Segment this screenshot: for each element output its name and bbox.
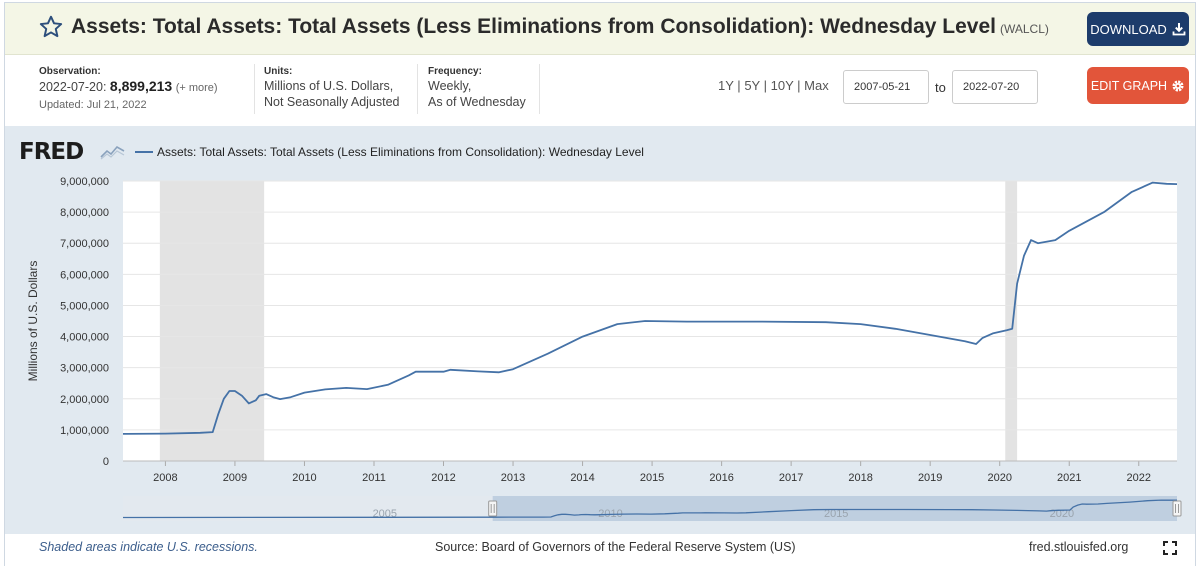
x-tick-label: 2020 bbox=[987, 472, 1011, 484]
frequency-line-2: As of Wednesday bbox=[428, 95, 526, 109]
y-tick-label: 9,000,000 bbox=[60, 176, 109, 188]
updated-date: Updated: Jul 21, 2022 bbox=[39, 99, 147, 111]
y-tick-label: 3,000,000 bbox=[60, 363, 109, 375]
series-line bbox=[122, 181, 1178, 435]
x-tick-label: 2013 bbox=[501, 472, 525, 484]
graph-frame: Assets: Total Assets: Total Assets (Less… bbox=[4, 2, 1196, 567]
star-outline-icon[interactable] bbox=[38, 14, 64, 40]
x-tick-label: 2011 bbox=[362, 472, 386, 484]
navigator-handle bbox=[488, 500, 498, 517]
end-date-input[interactable]: 2022-07-20 bbox=[952, 70, 1038, 104]
range-links: 1Y | 5Y | 10Y | Max bbox=[718, 78, 829, 93]
observation-value: 8,899,213 bbox=[109, 78, 173, 94]
download-button[interactable]: DOWNLOAD bbox=[1087, 12, 1189, 46]
line-chart[interactable]: 0 1,000,000 2,000,000 3,000,000 4,000,000 5,0… bbox=[5, 126, 1195, 534]
start-date-input[interactable]: 2007-05-21 bbox=[843, 70, 929, 104]
recession-band bbox=[159, 181, 265, 461]
fred-logo: FRED bbox=[19, 139, 84, 165]
fullscreen-icon[interactable] bbox=[1163, 541, 1177, 555]
range-5y-link[interactable]: 5Y bbox=[744, 78, 760, 93]
download-label: DOWNLOAD bbox=[1090, 21, 1167, 37]
navigator-window bbox=[492, 496, 1177, 521]
info-divider bbox=[254, 64, 255, 114]
frequency-line-1: Weekly, bbox=[428, 79, 472, 93]
x-tick-label: 2012 bbox=[431, 472, 455, 484]
recession-note: Shaded areas indicate U.S. recessions. bbox=[39, 540, 258, 554]
x-tick-label: 2008 bbox=[153, 472, 177, 484]
navigator-handle bbox=[1172, 500, 1182, 517]
page-title: Assets: Total Assets: Total Assets (Less… bbox=[71, 15, 1049, 39]
range-10y-link[interactable]: 10Y bbox=[770, 78, 794, 93]
footer: Shaded areas indicate U.S. recessions. S… bbox=[5, 534, 1195, 567]
units-block: Units: Millions of U.S. Dollars, Not Sea… bbox=[264, 66, 400, 110]
navigator-label: 2005 bbox=[373, 508, 397, 520]
to-label: to bbox=[935, 80, 946, 95]
info-divider bbox=[417, 64, 418, 114]
x-tick-label: 2014 bbox=[570, 472, 594, 484]
frequency-block: Frequency: Weekly, As of Wednesday bbox=[428, 66, 526, 110]
observation-label: Observation: bbox=[39, 66, 101, 77]
legend-label: Assets: Total Assets: Total Assets (Less… bbox=[157, 145, 644, 159]
range-separator: | bbox=[763, 78, 767, 93]
title-bar: Assets: Total Assets: Total Assets (Less… bbox=[5, 3, 1195, 55]
y-tick-label: 6,000,000 bbox=[60, 269, 109, 281]
x-tick-label: 2021 bbox=[1057, 472, 1081, 484]
edit-graph-button[interactable]: EDIT GRAPH bbox=[1087, 67, 1189, 104]
edit-graph-label: EDIT GRAPH bbox=[1090, 78, 1168, 93]
x-tick-label: 2009 bbox=[223, 472, 247, 484]
units-label: Units: bbox=[264, 66, 293, 77]
observation-more-link[interactable]: (+ more) bbox=[175, 82, 218, 94]
x-tick-label: 2019 bbox=[918, 472, 942, 484]
fred-url-link[interactable]: fred.stlouisfed.org bbox=[1029, 540, 1129, 554]
x-tick-label: 2015 bbox=[640, 472, 664, 484]
y-tick-label: 1,000,000 bbox=[60, 425, 109, 437]
frequency-label: Frequency: bbox=[428, 66, 482, 77]
fred-logo-chart-icon bbox=[100, 145, 125, 160]
y-tick-label: 4,000,000 bbox=[60, 332, 109, 344]
observation-block: Observation: 2022-07-20: 8,899,213 (+ mo… bbox=[39, 66, 218, 113]
y-tick-label: 8,000,000 bbox=[60, 207, 109, 219]
x-tick-label: 2018 bbox=[848, 472, 872, 484]
x-tick-label: 2022 bbox=[1127, 472, 1151, 484]
navigator-label: 2015 bbox=[824, 508, 848, 520]
info-divider bbox=[539, 64, 540, 114]
page-title-text: Assets: Total Assets: Total Assets (Less… bbox=[71, 15, 996, 38]
source-text: Source: Board of Governors of the Federa… bbox=[435, 540, 796, 554]
observation-date: 2022-07-20: bbox=[39, 80, 107, 94]
x-tick-label: 2016 bbox=[709, 472, 733, 484]
units-line-2: Not Seasonally Adjusted bbox=[264, 95, 400, 109]
range-1y-link[interactable]: 1Y bbox=[718, 78, 734, 93]
range-max-link[interactable]: Max bbox=[804, 78, 829, 93]
y-tick-label: 7,000,000 bbox=[60, 238, 109, 250]
y-tick-label: 5,000,000 bbox=[60, 300, 109, 312]
range-separator: | bbox=[737, 78, 741, 93]
navigator-series-line bbox=[122, 499, 1177, 519]
x-tick-label: 2017 bbox=[779, 472, 803, 484]
x-tick-label: 2010 bbox=[292, 472, 316, 484]
y-tick-label: 2,000,000 bbox=[60, 394, 109, 406]
y-tick-label: 0 bbox=[103, 456, 109, 468]
download-icon bbox=[1172, 23, 1186, 36]
y-axis-label: Millions of U.S. Dollars bbox=[26, 261, 40, 382]
recession-band bbox=[1005, 181, 1018, 461]
gear-icon bbox=[1172, 80, 1184, 91]
chart-panel: FRED 0 1,000,000 2,000,000 3,000,000 4,000,0… bbox=[5, 126, 1195, 534]
range-separator: | bbox=[797, 78, 801, 93]
series-code: (WALCL) bbox=[999, 22, 1049, 36]
units-line-1: Millions of U.S. Dollars, bbox=[264, 79, 394, 93]
